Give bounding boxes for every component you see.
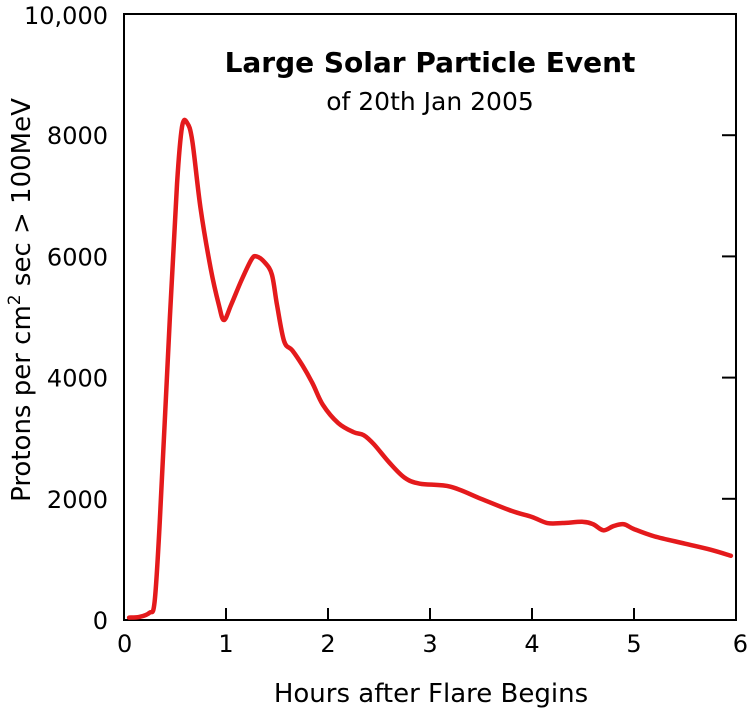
y-axis-title: Protons per cm2 sec > 100MeV <box>5 98 37 502</box>
x-tick-label: 2 <box>320 630 335 658</box>
chart-title: Large Solar Particle Event <box>225 46 636 79</box>
y-tick-label: 8000 <box>47 122 108 150</box>
y-tick-label: 10,000 <box>24 2 108 30</box>
x-tick-label: 1 <box>218 630 233 658</box>
x-tick-label: 6 <box>733 630 748 658</box>
series-layer <box>126 117 734 620</box>
series-line <box>126 117 734 620</box>
x-tick-label: 0 <box>117 630 132 658</box>
y-tick-label: 4000 <box>47 365 108 393</box>
y-tick-label: 2000 <box>47 486 108 514</box>
x-tick-label: 4 <box>524 630 539 658</box>
x-axis-ticks: 0 1 2 3 4 5 6 <box>117 608 748 658</box>
y-tick-label: 0 <box>93 607 108 635</box>
y-tick-label: 6000 <box>47 243 108 271</box>
x-tick-label: 3 <box>422 630 437 658</box>
chart-subtitle: of 20th Jan 2005 <box>326 87 534 116</box>
y-axis-title-main: Protons per cm <box>7 305 37 502</box>
y-axis-ticks: 0 2000 4000 6000 8000 10,000 <box>24 2 736 635</box>
x-tick-label: 5 <box>626 630 641 658</box>
y-axis-title-rest: sec > 100MeV <box>7 98 37 294</box>
y-axis-title-superscript: 2 <box>5 294 25 305</box>
x-axis-title: Hours after Flare Begins <box>274 679 588 709</box>
